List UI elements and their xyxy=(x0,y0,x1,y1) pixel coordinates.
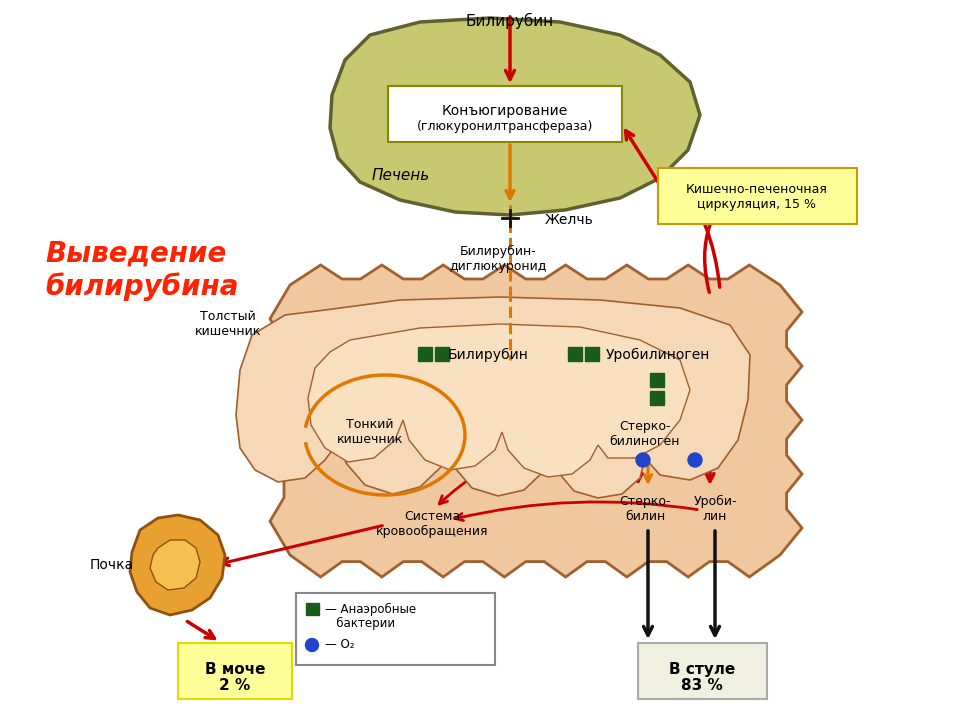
FancyBboxPatch shape xyxy=(296,593,495,665)
Bar xyxy=(568,347,582,361)
Circle shape xyxy=(636,453,650,467)
Text: Система: Система xyxy=(404,510,460,523)
Text: Кишечно-печеночная: Кишечно-печеночная xyxy=(686,183,828,196)
Text: кровообращения: кровообращения xyxy=(375,525,489,538)
Polygon shape xyxy=(330,18,700,215)
Text: В стуле: В стуле xyxy=(669,662,735,677)
Text: 2 %: 2 % xyxy=(220,678,251,693)
Text: — О₂: — О₂ xyxy=(325,639,354,652)
Text: Уроби-: Уроби- xyxy=(693,495,736,508)
Text: Выведение
билирубина: Выведение билирубина xyxy=(45,240,238,300)
Text: Желчь: Желчь xyxy=(545,213,593,227)
Text: Почка: Почка xyxy=(90,558,134,572)
Bar xyxy=(306,603,319,615)
Bar xyxy=(418,347,432,361)
Text: — Анаэробные: — Анаэробные xyxy=(325,603,416,616)
Text: Билирубин: Билирубин xyxy=(447,348,528,362)
Text: лин: лин xyxy=(703,510,727,523)
Text: (глюкуронилтрансфераза): (глюкуронилтрансфераза) xyxy=(417,120,593,133)
Text: В моче: В моче xyxy=(204,662,265,677)
Text: бактерии: бактерии xyxy=(325,616,396,629)
Text: Тонкий: Тонкий xyxy=(347,418,394,431)
Bar xyxy=(585,347,599,361)
FancyBboxPatch shape xyxy=(178,643,292,699)
Text: 83 %: 83 % xyxy=(682,678,723,693)
Text: циркуляция, 15 %: циркуляция, 15 % xyxy=(698,198,817,211)
Polygon shape xyxy=(150,540,200,590)
Bar xyxy=(435,347,449,361)
Text: Конъюгирование: Конъюгирование xyxy=(442,104,568,118)
Text: билиноген: билиноген xyxy=(610,435,681,448)
Text: Билирубин-: Билирубин- xyxy=(460,245,537,258)
Text: Толстый: Толстый xyxy=(200,310,256,323)
Text: билин: билин xyxy=(625,510,665,523)
Text: Билирубин: Билирубин xyxy=(466,13,554,29)
Circle shape xyxy=(305,639,319,652)
Polygon shape xyxy=(308,324,690,477)
Polygon shape xyxy=(270,265,802,577)
FancyBboxPatch shape xyxy=(638,643,767,699)
Text: диглюкуронид: диглюкуронид xyxy=(449,260,546,273)
Bar xyxy=(650,373,664,387)
FancyBboxPatch shape xyxy=(388,86,622,142)
Text: Стерко-: Стерко- xyxy=(619,495,671,508)
Bar xyxy=(650,391,664,405)
FancyBboxPatch shape xyxy=(658,168,857,224)
Text: Стерко-: Стерко- xyxy=(619,420,671,433)
Polygon shape xyxy=(130,515,225,615)
Text: кишечник: кишечник xyxy=(195,325,261,338)
Circle shape xyxy=(688,453,702,467)
Polygon shape xyxy=(236,297,750,498)
Text: Уробилиноген: Уробилиноген xyxy=(606,348,710,362)
Text: Печень: Печень xyxy=(372,168,430,182)
Text: кишечник: кишечник xyxy=(337,433,403,446)
